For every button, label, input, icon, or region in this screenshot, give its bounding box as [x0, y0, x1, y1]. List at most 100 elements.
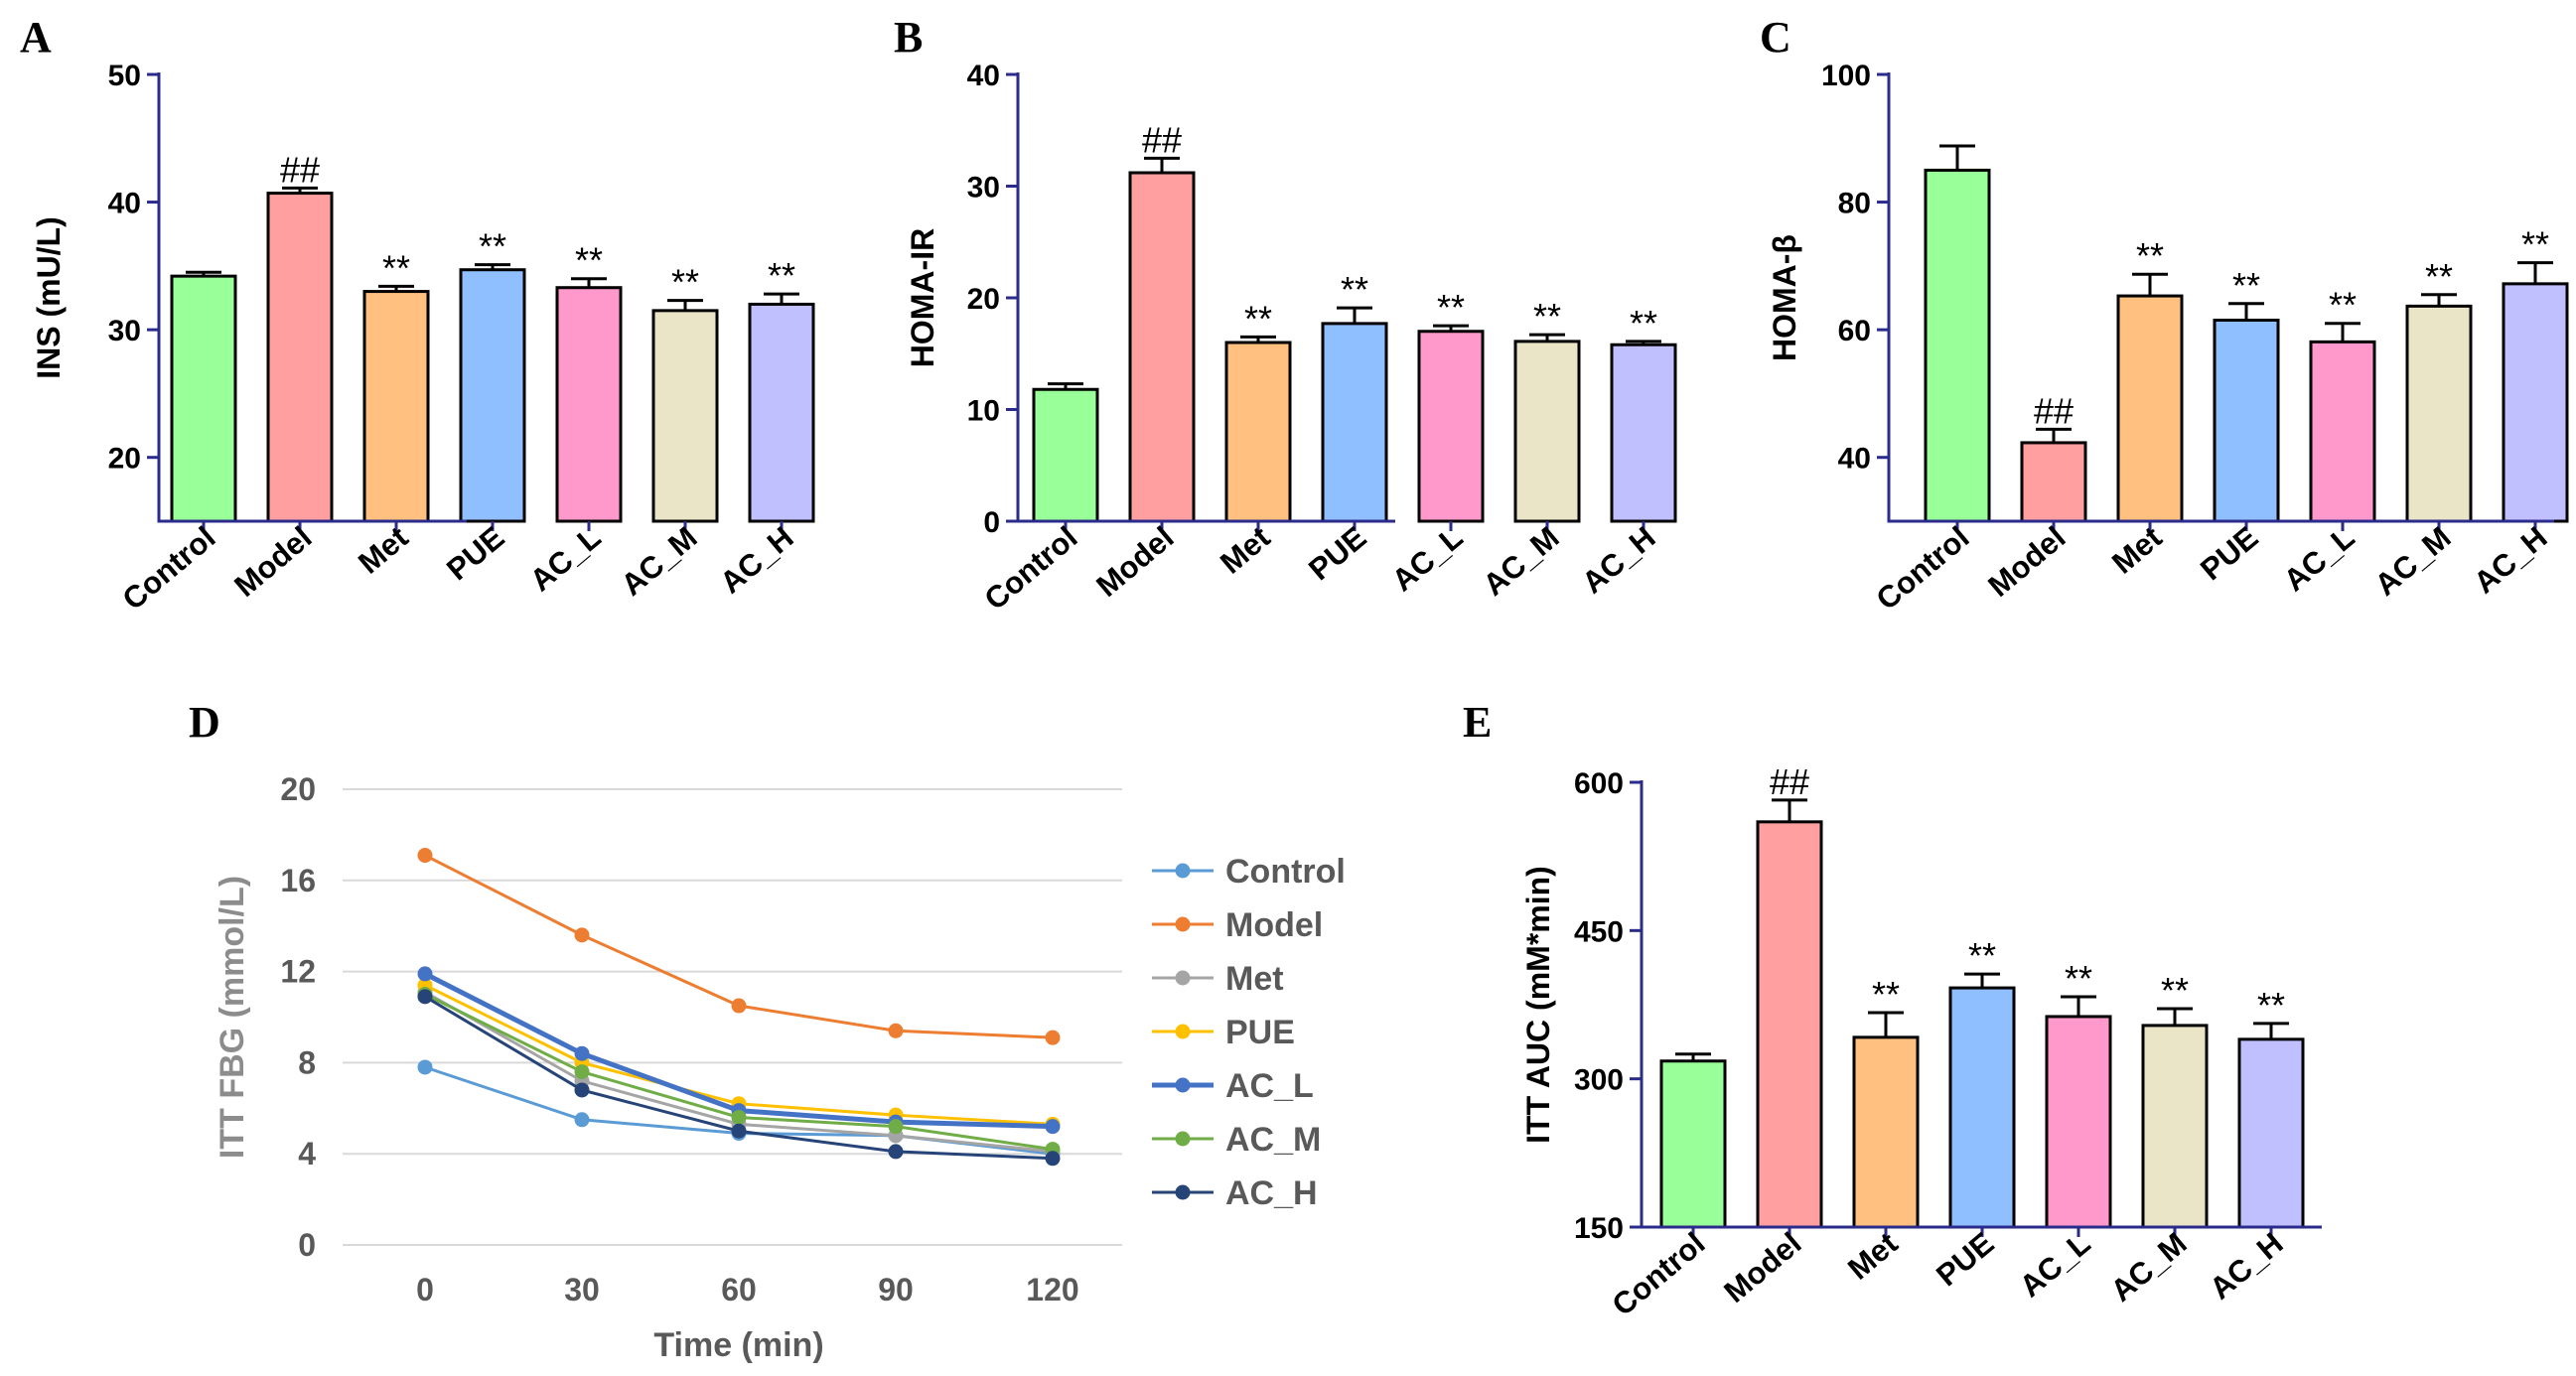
x-tick-label: 90 [878, 1272, 914, 1307]
y-axis-label: INS (mU/L) [31, 216, 67, 379]
x-tick-label: AC_M [2368, 520, 2458, 603]
significance-label: ## [2034, 390, 2074, 431]
y-tick-label: 150 [1574, 1212, 1624, 1245]
significance-label: ** [1630, 303, 1657, 344]
data-point-AC_L [417, 966, 433, 982]
x-tick-label: 30 [564, 1272, 600, 1307]
y-tick-label: 20 [108, 443, 141, 476]
legend-label-Met: Met [1225, 960, 1284, 998]
bar-AC_L [1417, 330, 1485, 523]
significance-label: ## [1770, 761, 1809, 802]
y-tick-label: 20 [967, 283, 1000, 316]
data-point-Model [574, 927, 590, 943]
y-tick-label: 600 [1574, 767, 1624, 800]
x-tick-label: AC_L [523, 520, 608, 599]
data-point-AC_M [888, 1119, 904, 1135]
legend-marker-Met [1175, 970, 1191, 986]
y-axis-label: ITT AUC (mM*min) [1520, 866, 1556, 1144]
data-point-AC_L [574, 1045, 590, 1061]
significance-label: ** [575, 240, 603, 281]
x-tick-label: AC_M [2104, 1226, 2194, 1308]
bar-AC_M [2141, 1024, 2209, 1229]
x-tick-label: PUE [1930, 1226, 2000, 1294]
panel-A: A Control ## Model ** Met ** PUE ** AC_L ** AC_M ** A… [20, 13, 815, 618]
data-point-Model [1045, 1030, 1061, 1045]
significance-label: ** [1244, 298, 1272, 339]
panel-letter-E: E [1463, 698, 1492, 747]
data-point-AC_H [888, 1144, 904, 1160]
data-point-AC_H [731, 1123, 747, 1139]
y-tick-label: 40 [967, 60, 1000, 92]
y-tick-label: 12 [280, 954, 316, 990]
legend-label-Model: Model [1225, 906, 1323, 944]
legend-label-AC_M: AC_M [1225, 1121, 1321, 1159]
panel-letter-C: C [1760, 13, 1791, 62]
y-tick-label: 50 [108, 60, 141, 92]
bar-AC_H [748, 302, 815, 523]
legend-label-AC_H: AC_H [1225, 1174, 1318, 1212]
x-tick-label: PUE [440, 520, 510, 588]
bar-Control [1924, 168, 1991, 523]
legend-marker-AC_L [1175, 1077, 1191, 1093]
bar-Model [1128, 171, 1196, 523]
y-tick-label: 4 [298, 1136, 316, 1171]
significance-label: ** [382, 247, 410, 288]
x-tick-label: AC_H [1575, 520, 1661, 601]
x-tick-label: Control [116, 520, 222, 618]
y-axis-label: HOMA-β [1767, 234, 1802, 361]
x-tick-label: AC_L [2013, 1226, 2097, 1305]
x-axis-label: Time (min) [653, 1326, 823, 1364]
significance-label: ## [280, 149, 320, 190]
data-point-AC_L [1045, 1119, 1061, 1135]
bar-Model [1756, 820, 1823, 1229]
bar-Met [1852, 1035, 1920, 1229]
x-tick-label: Met [352, 520, 414, 581]
significance-label: ** [2521, 224, 2549, 265]
panel-B: BControl##Model**Met**PUE**AC_L**AC_M**A… [894, 13, 1677, 617]
x-tick-label: AC_M [615, 520, 704, 603]
x-tick-label: 120 [1026, 1272, 1078, 1307]
panel-E: EControl##Model**Met**PUE**AC_L**AC_M**A… [1463, 698, 2322, 1322]
legend-marker-Model [1175, 916, 1191, 932]
significance-label: ** [671, 262, 699, 303]
significance-label: ** [2257, 985, 2285, 1026]
x-tick-label: Met [2105, 520, 2168, 581]
x-tick-label: 0 [416, 1272, 434, 1307]
bar-AC_H [2237, 1037, 2305, 1229]
x-tick-label: Model [1089, 520, 1180, 604]
bar-Model [266, 192, 334, 523]
x-tick-label: AC_L [2277, 520, 2361, 599]
y-tick-label: 300 [1574, 1064, 1624, 1097]
y-tick-label: 40 [1838, 443, 1871, 476]
significance-label: ** [1341, 269, 1368, 310]
x-tick-label: 60 [721, 1272, 757, 1307]
x-tick-label: AC_H [2203, 1226, 2289, 1307]
significance-label: ** [2425, 256, 2453, 297]
y-tick-label: 8 [298, 1044, 316, 1080]
data-point-Control [417, 1059, 433, 1075]
bar-AC_L [2309, 340, 2376, 523]
significance-label: ** [1968, 935, 1996, 976]
significance-label: ** [1872, 974, 1900, 1015]
x-tick-label: AC_L [1385, 520, 1470, 599]
bar-PUE [1321, 322, 1388, 523]
bar-AC_H [1610, 343, 1677, 523]
bar-Control [1032, 387, 1099, 523]
bar-AC_M [1513, 340, 1581, 523]
x-tick-label: AC_H [713, 520, 799, 601]
panel-letter-A: A [20, 13, 52, 62]
significance-label: ** [1533, 296, 1561, 337]
y-tick-label: 30 [967, 172, 1000, 205]
bar-Met [2116, 294, 2184, 523]
bar-PUE [2213, 319, 2280, 523]
x-tick-label: PUE [1302, 520, 1372, 588]
data-point-AC_M [574, 1064, 590, 1080]
data-point-Model [417, 848, 433, 864]
x-tick-label: Met [1214, 520, 1276, 581]
panel-letter-B: B [894, 13, 923, 62]
data-point-Model [888, 1023, 904, 1038]
bar-Control [1659, 1059, 1727, 1229]
bar-AC_M [2405, 304, 2473, 523]
x-tick-label: Model [1981, 520, 2072, 604]
